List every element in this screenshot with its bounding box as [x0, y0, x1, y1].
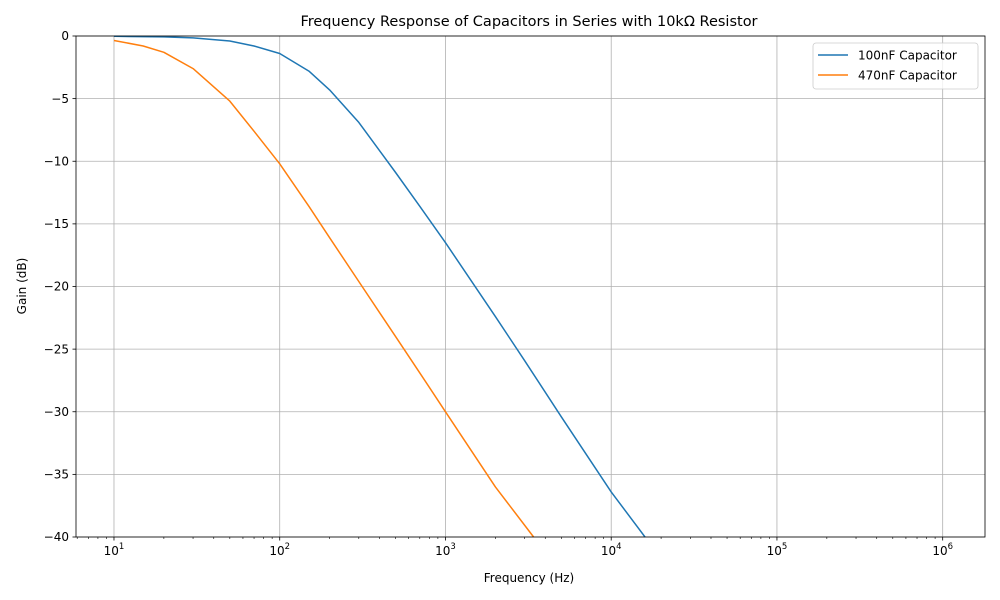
x-tick-label: 104 — [601, 542, 622, 558]
x-tick-label: 101 — [104, 542, 125, 558]
grid — [76, 35, 985, 538]
chart-title: Frequency Response of Capacitors in Seri… — [300, 14, 757, 30]
y-tick-label: 0 — [61, 29, 69, 43]
y-tick-label: −25 — [44, 342, 69, 356]
series-lines — [113, 35, 646, 538]
x-tick-label: 102 — [269, 542, 290, 558]
y-tick-label: −20 — [44, 280, 69, 294]
x-tick-label: 105 — [767, 542, 788, 558]
legend-label-100nf: 100nF Capacitor — [858, 49, 957, 63]
series-line-0 — [113, 35, 646, 538]
legend-box — [812, 42, 979, 90]
x-tick-label: 106 — [932, 542, 953, 558]
y-tick-label: −35 — [44, 468, 69, 482]
series-line-1 — [113, 39, 535, 538]
axis-ticks: 101 102 103 104 105 106 0 −5 −10 −15 −20 −25 −30 −35 −… — [44, 29, 953, 558]
y-axis-label: Gain (dB) — [15, 258, 29, 315]
x-axis-label: Frequency (Hz) — [484, 571, 575, 585]
x-tick-label: 103 — [435, 542, 456, 558]
y-tick-label: −5 — [51, 92, 69, 106]
y-tick-label: −40 — [44, 530, 69, 544]
legend-label-470nf: 470nF Capacitor — [858, 69, 957, 83]
y-tick-label: −10 — [44, 154, 69, 168]
y-tick-label: −15 — [44, 217, 69, 231]
legend: 100nF Capacitor 470nF Capacitor — [812, 42, 979, 90]
y-tick-label: −30 — [44, 405, 69, 419]
